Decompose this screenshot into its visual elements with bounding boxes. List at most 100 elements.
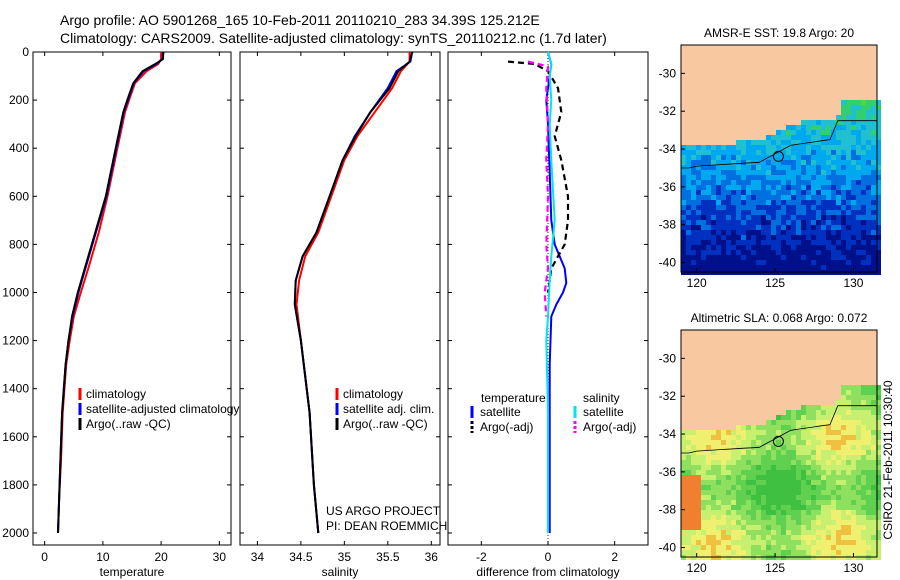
sla_map-cell [861,460,866,465]
sst_map-cell [806,135,811,140]
sla_map-cell [821,500,826,505]
sst_map-cell [876,110,881,115]
sla_map-cell [871,525,876,530]
sst_map-cell [781,185,786,190]
sst_map-cell [741,255,746,260]
sla_map-cell [791,480,796,485]
sla_map-cell [721,435,726,440]
sst_map-cell [876,240,881,245]
sla_map-cell [711,550,716,555]
sla_map-cell [746,500,751,505]
sst_map-cell [866,180,871,185]
sla_map-cell [691,485,696,490]
sla_map-cell [866,445,871,450]
sla_map-cell [701,535,706,540]
sst_map-cell [816,135,821,140]
sst_map-cell [871,260,876,265]
sla_map-cell [841,470,846,475]
sst_map-cell [726,155,731,160]
sla_map-cell [821,550,826,555]
sst_map-cell [681,155,686,160]
sst_map-cell [811,170,816,175]
sla_map-cell [686,430,691,435]
sla_map-cell [826,460,831,465]
sla_map-cell [701,465,706,470]
sst_map-cell [856,200,861,205]
sst_map-cell [831,145,836,150]
sla_map-cell [706,550,711,555]
sst_map-cell [786,215,791,220]
sst_map-cell [821,155,826,160]
sla_map-cell [791,475,796,480]
sla_map-cell [816,525,821,530]
sst_map-cell [871,235,876,240]
sst_map-cell [831,250,836,255]
sst_map-cell [801,175,806,180]
sla_map-cell [796,440,801,445]
sst_map-cell [861,105,866,110]
sst_map-cell [836,175,841,180]
sla_map-cell [811,480,816,485]
sst_map-cell [821,250,826,255]
sst_map-cell [731,215,736,220]
sst_map-cell [731,230,736,235]
sst_map-cell [816,160,821,165]
sst_map-cell [786,245,791,250]
sla_map-cell [736,515,741,520]
sla_map-cell [761,520,766,525]
sla_map-cell [856,515,861,520]
sst_map-cell [836,140,841,145]
sst_map-cell [731,175,736,180]
sla_map-cell [791,545,796,550]
sst_map-cell [716,150,721,155]
sla_map-cell [776,540,781,545]
sla_map-cell [876,390,881,395]
sla_map-cell [826,425,831,430]
sst_map-cell [846,185,851,190]
sla_map-cell [831,440,836,445]
sst_map-cell [841,110,846,115]
sst_map-cell [821,170,826,175]
sla_map-cell [746,545,751,550]
sla_map-cell [841,465,846,470]
sla_map-cell [851,460,856,465]
sst_map-cell [786,265,791,270]
sst_map-cell [846,205,851,210]
sst_map-cell [841,225,846,230]
sla_map-cell [821,475,826,480]
sla_map-cell [741,495,746,500]
sla_map-cell [876,385,881,390]
sla_map-cell [871,470,876,475]
sla_map-cell [711,505,716,510]
sst_map-cell [761,175,766,180]
sst_map-cell [686,165,691,170]
sla_map-cell [866,440,871,445]
sla_map-cell [786,520,791,525]
sst_map-cell [831,195,836,200]
sla_map-cell [786,455,791,460]
sst_map-cell [756,150,761,155]
sla_map-cell [816,450,821,455]
sla_map-cell [686,455,691,460]
temperature-ytick-label: 800 [9,237,29,251]
sst_map-cell [776,220,781,225]
sla_map-cell [821,515,826,520]
sla_map-cell [826,515,831,520]
sla_map-cell [831,470,836,475]
sla_map-cell [871,460,876,465]
sst_map-cell [876,145,881,150]
credit-line-2: PI: DEAN ROEMMICH [326,519,447,533]
sst_map-cell [871,225,876,230]
sla_map-cell [731,430,736,435]
sst_map-cell [821,230,826,235]
sst_map-cell [741,190,746,195]
sla_map-cell [691,535,696,540]
sla_map-cell [681,445,686,450]
sla_map-cell [756,475,761,480]
sst_map-cell [846,135,851,140]
sst_map-cell [836,200,841,205]
sla_map-cell [736,435,741,440]
sla_map-cell [811,455,816,460]
sst_map-cell [691,240,696,245]
sla_map-cell [681,450,686,455]
